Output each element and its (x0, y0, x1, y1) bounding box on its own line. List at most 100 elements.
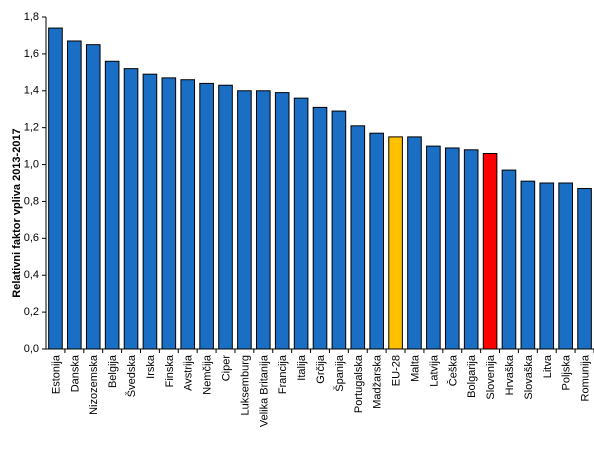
bar-latvija (426, 145, 441, 350)
x-tick-label: Hrvaška (504, 354, 516, 395)
x-tick-label-group: Italija (296, 354, 308, 381)
bar-romunija (577, 188, 592, 350)
y-axis-title: Relativni faktor vpliva 2013-2017 (11, 128, 23, 297)
x-tick-label-group: Litva (542, 354, 554, 378)
x-tick-label: Portugalska (353, 354, 365, 413)
bar-slovaška (520, 180, 536, 350)
y-tick-label: 0,2 (24, 306, 39, 318)
bar-hrvaška (501, 169, 517, 350)
x-tick-label: Slovaška (523, 354, 535, 400)
x-tick-label: Finska (164, 354, 176, 387)
x-axis: Estonija Danska Nizozemska Belgija Švedska Ir… (50, 349, 594, 427)
x-tick-label-group: Portugalska (353, 354, 365, 413)
x-tick-label-group: Slovaška (523, 354, 535, 400)
x-tick-label-group: Bolgarija (466, 354, 478, 398)
x-tick-label-group: Grčija (315, 354, 327, 384)
bar-danska (67, 40, 82, 350)
x-tick-label: EU-28 (391, 355, 403, 386)
y-axis: 0,0 0,2 0,4 0,6 0,8 1,0 1,2 1,4 1,6 1,8 (24, 11, 46, 355)
bar-malta (407, 136, 422, 350)
x-tick-label-group: Nemčija (202, 354, 214, 395)
x-tick-label-group: Finska (164, 354, 176, 387)
bar-avstrija (180, 79, 196, 350)
x-tick-label-group: Luksemburg (239, 355, 251, 416)
x-tick-label: Španija (333, 354, 346, 392)
bar-estonija (48, 27, 63, 350)
x-tick-label-group: Francija (277, 354, 289, 394)
x-tick-label: Avstrija (183, 354, 195, 391)
x-tick-label: Romunija (580, 354, 592, 401)
x-tick-label: Madžarska (372, 354, 384, 409)
bar-litva (539, 182, 555, 350)
x-tick-label-group: Velika Britanija (258, 354, 270, 427)
x-tick-label-group: Estonija (50, 354, 62, 394)
bar-španija (331, 110, 347, 350)
x-tick-label: Belgija (107, 354, 119, 388)
x-tick-label-group: Irska (145, 354, 157, 379)
x-tick-label: Litva (542, 354, 554, 378)
x-tick-label: Malta (409, 354, 421, 382)
y-tick-label: 1,6 (24, 48, 39, 60)
x-tick-label: Švedska (125, 354, 138, 397)
x-tick-label-group: Belgija (107, 354, 119, 388)
y-tick-label: 1,8 (24, 11, 39, 23)
x-tick-label-group: EU-28 (391, 355, 403, 386)
x-tick-label: Francija (277, 354, 289, 394)
x-tick-label-group: Ciper (221, 355, 233, 382)
x-tick-label: Nemčija (202, 354, 214, 395)
bar-češka (444, 147, 460, 350)
bar-bolgarija (463, 149, 479, 350)
x-tick-label: Latvija (428, 354, 440, 387)
bar-francija (274, 92, 290, 350)
y-tick-label: 1,2 (24, 122, 39, 134)
y-tick-label: 0,6 (24, 232, 39, 244)
x-tick-label: Luksemburg (239, 355, 251, 416)
x-tick-label: Slovenija (485, 354, 497, 400)
x-tick-label-group: Avstrija (183, 354, 195, 391)
y-tick-label: 0,0 (24, 343, 39, 355)
x-tick-label-group: Nizozemska (88, 354, 100, 415)
bar-belgija (104, 60, 120, 350)
x-tick-label-group: Malta (409, 354, 421, 382)
x-tick-label-group: Španija (333, 354, 346, 392)
bar-irska (142, 73, 158, 350)
bar-finska (161, 77, 177, 350)
x-tick-label: Nizozemska (88, 354, 100, 415)
y-tick-label: 0,8 (24, 195, 39, 207)
x-tick-label: Češka (446, 354, 459, 386)
x-tick-label: Velika Britanija (258, 354, 270, 427)
x-tick-label-group: Hrvaška (504, 354, 516, 395)
y-tick-label: 1,0 (24, 158, 39, 170)
x-tick-label: Ciper (221, 355, 233, 382)
bar-švedska (123, 68, 139, 350)
bar-portugalska (350, 125, 366, 350)
x-tick-label-group: Slovenija (485, 354, 497, 400)
bar-ciper (218, 84, 233, 350)
x-tick-label: Grčija (315, 354, 327, 384)
x-tick-label: Danska (69, 354, 81, 392)
x-tick-label-group: Romunija (580, 354, 592, 401)
x-tick-label-group: Češka (446, 354, 459, 386)
bar-velika-britanija (256, 90, 271, 350)
bar-italija (293, 97, 309, 350)
x-tick-label: Italija (296, 354, 308, 381)
bar-nemčija (199, 82, 214, 350)
x-tick-label: Bolgarija (466, 354, 478, 398)
x-tick-label-group: Madžarska (372, 354, 384, 409)
x-tick-label-group: Poljska (561, 354, 573, 390)
x-tick-label: Estonija (50, 354, 62, 394)
y-tick-label: 1,4 (24, 85, 39, 97)
bar-poljska (558, 182, 573, 350)
x-tick-label-group: Švedska (125, 354, 138, 397)
y-tick-label: 0,4 (24, 269, 39, 281)
bar-luksemburg (237, 90, 252, 350)
bar-madžarska (369, 132, 385, 350)
x-tick-label: Poljska (561, 354, 573, 390)
y-axis-title-group: Relativni faktor vpliva 2013-2017 (11, 128, 23, 297)
x-tick-label-group: Danska (69, 354, 81, 392)
bar-slovenija (482, 152, 498, 350)
bar-eu-28 (388, 136, 403, 350)
bars (48, 27, 592, 350)
x-tick-label: Irska (145, 354, 157, 379)
